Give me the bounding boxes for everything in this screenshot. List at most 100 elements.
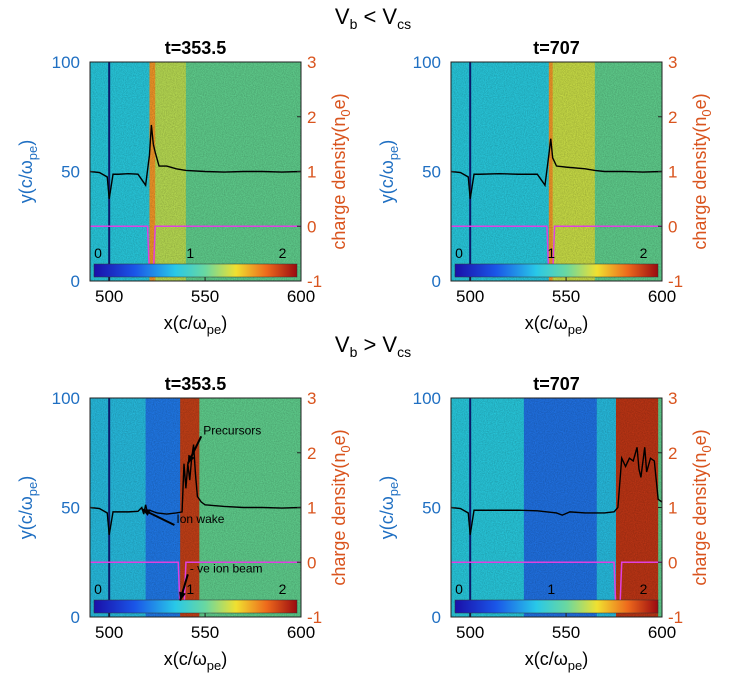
y-right-tick-label: 0 — [668, 553, 677, 572]
y-left-axis-label: y(c/ωpe) — [16, 140, 40, 204]
x-tick-label: 550 — [552, 287, 580, 306]
y-right-tick-label: 0 — [307, 217, 316, 236]
annotation-label: - ve ion beam — [190, 561, 263, 575]
colorbar-label: 1 — [547, 581, 555, 597]
x-axis-label-main: x(c/ω — [164, 649, 207, 669]
panel-title: t=707 — [533, 38, 580, 58]
colorbar — [454, 599, 659, 614]
y-right-axis-label-part: 0 — [699, 445, 714, 452]
y-left-tick-label: 0 — [432, 272, 441, 291]
x-tick-label: 600 — [287, 623, 315, 642]
y-right-axis-label-part: 0 — [338, 109, 353, 116]
colorbar-label: 0 — [455, 245, 463, 261]
y-left-tick-label: 0 — [71, 608, 80, 627]
y-right-tick-label: 1 — [307, 163, 316, 182]
x-axis-label: x(c/ωpe) — [525, 313, 589, 337]
colorbar-label: 0 — [94, 581, 102, 597]
y-left-tick-label: 50 — [61, 499, 80, 518]
x-axis-label: x(c/ωpe) — [525, 649, 589, 673]
x-axis-label-end: ) — [221, 313, 227, 333]
y-left-axis-label-part: y(c/ω — [16, 496, 36, 539]
x-axis-label-end: ) — [221, 649, 227, 669]
annotation-label: Precursors — [203, 423, 261, 437]
x-tick-label: 500 — [95, 287, 123, 306]
row-title-bottom: Vb > Vcs — [335, 332, 411, 360]
y-right-tick-label: -1 — [668, 608, 683, 627]
x-tick-label: 600 — [648, 623, 676, 642]
row-title-top: Vb < Vcs — [335, 4, 411, 32]
panel-title: t=353.5 — [165, 374, 227, 394]
x-tick-label: 550 — [191, 623, 219, 642]
y-right-tick-label: 0 — [307, 553, 316, 572]
x-axis-label-sub: pe — [207, 658, 221, 673]
annotation-arrowhead — [187, 454, 195, 464]
y-right-tick-label: 2 — [668, 444, 677, 463]
y-left-axis-label: y(c/ωpe) — [377, 140, 401, 204]
colorbar-label: 2 — [279, 245, 287, 261]
y-right-axis-label-part: charge density(n — [329, 453, 349, 586]
charge-density-line — [450, 138, 663, 199]
x-tick-label: 500 — [456, 287, 484, 306]
y-right-tick-label: 1 — [307, 499, 316, 518]
colorbar-label: 1 — [186, 581, 194, 597]
colorbar-label: 1 — [186, 245, 194, 261]
y-right-axis-label-part: e) — [329, 93, 349, 109]
heatmap-noise — [451, 398, 662, 617]
y-right-tick-label: 2 — [307, 108, 316, 127]
x-axis-label-end: ) — [582, 313, 588, 333]
charge-density-line — [89, 124, 302, 199]
y-right-tick-label: 3 — [307, 53, 316, 72]
x-tick-label: 500 — [456, 623, 484, 642]
x-tick-label: 600 — [287, 287, 315, 306]
x-tick-label: 550 — [191, 287, 219, 306]
y-right-tick-label: 1 — [668, 163, 677, 182]
colorbar-label: 2 — [279, 581, 287, 597]
x-axis-label-main: x(c/ω — [525, 649, 568, 669]
y-right-axis-label-part: 0 — [338, 445, 353, 452]
x-axis-label-main: x(c/ω — [525, 313, 568, 333]
colorbar-label: 0 — [94, 245, 102, 261]
y-right-axis-label-part: e) — [329, 429, 349, 445]
y-left-tick-label: 100 — [413, 53, 441, 72]
y-left-axis-label-part: ) — [377, 476, 397, 482]
y-left-axis-label-part: y(c/ω — [16, 160, 36, 203]
colorbar-label: 2 — [640, 245, 648, 261]
x-axis-label-sub: pe — [568, 322, 582, 337]
x-tick-label: 600 — [648, 287, 676, 306]
y-left-axis-label-part: pe — [386, 146, 401, 160]
charge-density-line — [450, 447, 663, 535]
colorbar-label: 1 — [547, 245, 555, 261]
panel-title: t=707 — [533, 374, 580, 394]
x-axis-label-sub: pe — [207, 322, 221, 337]
colorbar-label: 0 — [455, 581, 463, 597]
y-left-axis-label-part: pe — [25, 482, 40, 496]
y-right-axis-label-part: e) — [690, 93, 710, 109]
x-axis-label-main: x(c/ω — [164, 313, 207, 333]
y-right-tick-label: 2 — [307, 444, 316, 463]
x-axis-label: x(c/ωpe) — [164, 313, 228, 337]
x-tick-label: 550 — [552, 623, 580, 642]
y-right-axis-label: charge density(n0e) — [329, 93, 353, 249]
y-right-tick-label: 2 — [668, 108, 677, 127]
y-left-tick-label: 100 — [52, 389, 80, 408]
y-right-tick-label: 3 — [668, 53, 677, 72]
y-right-tick-label: -1 — [307, 272, 322, 291]
charge-density-line — [89, 444, 302, 535]
y-right-tick-label: -1 — [307, 608, 322, 627]
y-right-axis-label: charge density(n0e) — [329, 429, 353, 585]
y-left-tick-label: 0 — [71, 272, 80, 291]
y-right-tick-label: 1 — [668, 499, 677, 518]
y-right-axis-label-part: e) — [690, 429, 710, 445]
colorbar-label: 2 — [640, 581, 648, 597]
colorbar — [454, 263, 659, 278]
y-right-tick-label: -1 — [668, 272, 683, 291]
y-left-axis-label-part: pe — [386, 482, 401, 496]
y-left-tick-label: 100 — [52, 53, 80, 72]
panel-title: t=353.5 — [165, 38, 227, 58]
y-left-axis-label: y(c/ωpe) — [16, 476, 40, 540]
y-right-tick-label: 0 — [668, 217, 677, 236]
y-left-axis-label-part: ) — [377, 140, 397, 146]
y-right-axis-label-part: charge density(n — [329, 117, 349, 250]
colorbar — [93, 599, 298, 614]
